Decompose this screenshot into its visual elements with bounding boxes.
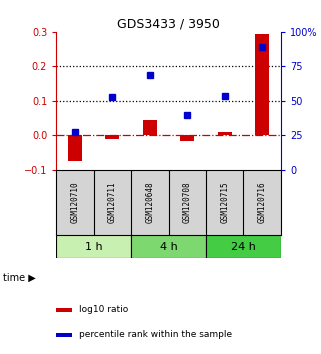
Bar — [56, 333, 72, 337]
Text: GSM120708: GSM120708 — [183, 182, 192, 223]
Text: GSM120648: GSM120648 — [145, 182, 154, 223]
Text: log10 ratio: log10 ratio — [79, 305, 128, 314]
Text: time ▶: time ▶ — [3, 273, 36, 283]
Title: GDS3433 / 3950: GDS3433 / 3950 — [117, 18, 220, 31]
Bar — [206, 235, 281, 258]
Text: GSM120711: GSM120711 — [108, 182, 117, 223]
Text: 1 h: 1 h — [85, 241, 102, 252]
Bar — [68, 136, 82, 161]
Text: 4 h: 4 h — [160, 241, 178, 252]
Bar — [56, 235, 131, 258]
Bar — [180, 136, 194, 141]
Bar — [105, 136, 119, 139]
Text: GSM120715: GSM120715 — [220, 182, 229, 223]
Bar — [218, 132, 232, 136]
Text: percentile rank within the sample: percentile rank within the sample — [79, 330, 232, 339]
Bar — [131, 235, 206, 258]
Text: GSM120716: GSM120716 — [258, 182, 267, 223]
Bar — [255, 34, 269, 136]
Bar — [143, 120, 157, 136]
Text: GSM120710: GSM120710 — [70, 182, 79, 223]
Text: 24 h: 24 h — [231, 241, 256, 252]
Bar — [56, 308, 72, 312]
